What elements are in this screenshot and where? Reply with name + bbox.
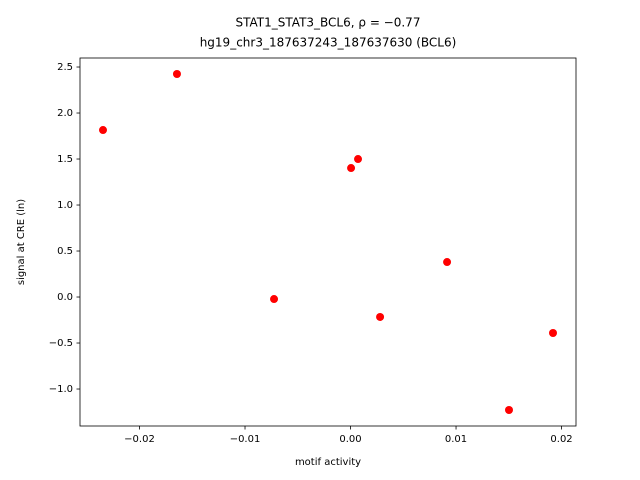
x-tick-label: −0.02 <box>124 434 155 445</box>
y-tick-label: 0.0 <box>57 292 73 303</box>
point <box>270 295 279 304</box>
y-tick-label: −0.5 <box>49 338 73 349</box>
x-tick-label: 0.01 <box>445 434 467 445</box>
chart-subtitle: hg19_chr3_187637243_187637630 (BCL6) <box>200 36 457 50</box>
point <box>354 155 363 164</box>
y-tick-label: 2.5 <box>57 62 73 73</box>
y-axis-label: signal at CRE (ln) <box>16 199 27 285</box>
y-tick-label: 1.0 <box>57 200 73 211</box>
y-tick-label: 0.5 <box>57 246 73 257</box>
x-axis-label: motif activity <box>295 457 361 468</box>
y-tick-label: −1.0 <box>49 384 73 395</box>
point <box>172 70 181 79</box>
point <box>505 405 514 414</box>
point <box>347 164 356 173</box>
y-tick-label: 2.0 <box>57 108 73 119</box>
chart-title: STAT1_STAT3_BCL6, ρ = −0.77 <box>236 16 421 30</box>
point <box>443 258 452 267</box>
y-tick-label: 1.5 <box>57 154 73 165</box>
x-tick-label: 0.00 <box>339 434 361 445</box>
point <box>99 126 108 135</box>
x-tick-label: 0.02 <box>550 434 572 445</box>
x-tick-label: −0.01 <box>230 434 261 445</box>
plot-frame <box>79 57 577 427</box>
point <box>548 328 557 337</box>
point <box>376 312 385 321</box>
